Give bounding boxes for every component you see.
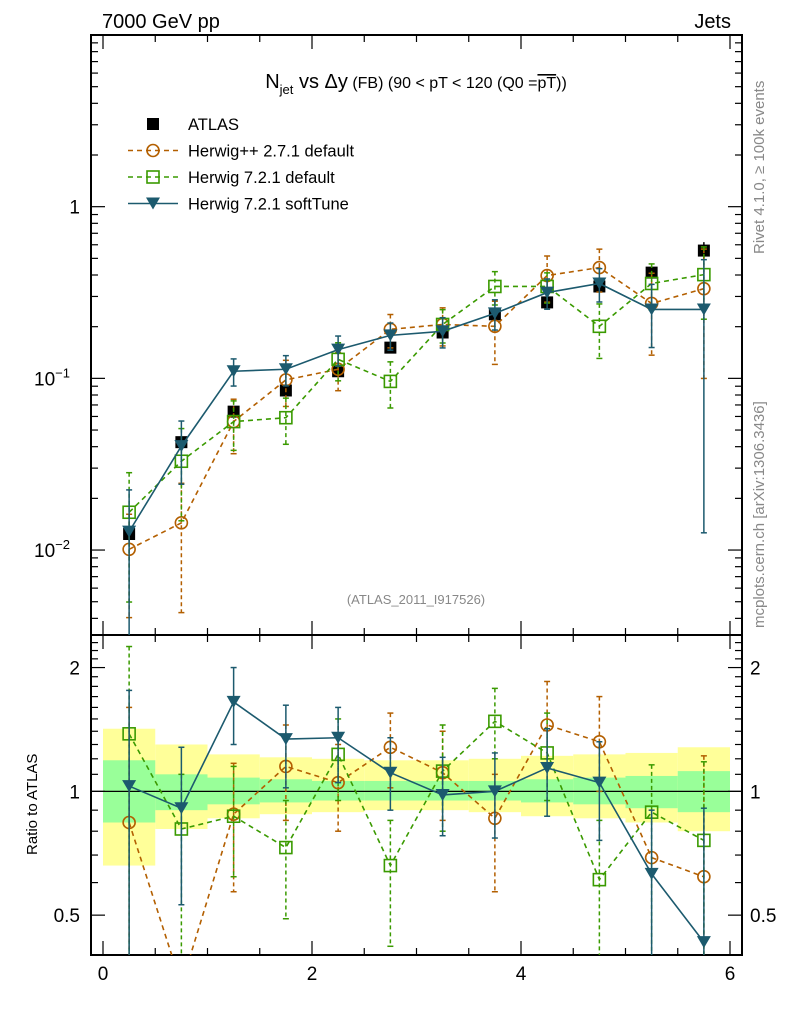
header-right-label: Jets — [694, 11, 731, 33]
data-point — [383, 374, 398, 389]
x-tick-label: 4 — [516, 964, 527, 985]
title-small: (FB) (90 < pT < 120 (Q0 = — [348, 75, 538, 92]
ratio-point — [383, 766, 398, 779]
ratio-point — [644, 867, 659, 880]
ratio-series-line — [128, 700, 705, 943]
legend-marker — [146, 143, 160, 158]
legend-marker — [146, 197, 160, 210]
data-point — [122, 525, 137, 538]
title-tail: )) — [556, 75, 567, 92]
title-rest: vs Δy — [293, 71, 347, 93]
legend-item: Herwig 7.2.1 default — [128, 169, 335, 187]
ratio-point — [226, 695, 241, 708]
y-tick-label: 1 — [69, 198, 80, 219]
x-tick-label: 6 — [725, 964, 736, 985]
ratio-point — [435, 788, 450, 801]
series-atlas — [123, 242, 710, 542]
legend-item: Herwig++ 2.7.1 default — [128, 143, 354, 161]
analysis-watermark: (ATLAS_2011_I917526) — [347, 592, 485, 607]
data-point — [226, 365, 241, 378]
data-point — [644, 303, 659, 316]
data-point — [174, 516, 189, 530]
ratio-point — [278, 733, 293, 746]
legend-item: ATLAS — [147, 116, 239, 134]
series-herwig-7-2-1-default — [122, 246, 711, 603]
data-point — [696, 303, 711, 316]
title-sub: jet — [279, 82, 294, 97]
title-n: N — [265, 71, 279, 93]
ratio-y-tick-label-right: 2 — [750, 659, 761, 680]
data-point — [488, 279, 502, 294]
legend-marker — [146, 170, 160, 184]
ratio-series-line — [128, 724, 705, 955]
series-herwig-2-7-1-default — [122, 248, 711, 619]
ratio-series-line — [128, 720, 705, 882]
ratio-series-herwig-2-7-1-default — [122, 680, 711, 955]
legend-marker — [147, 118, 159, 130]
ratio-point — [226, 809, 241, 824]
side-text-mcplots: mcplots.cern.ch [arXiv:1306.3436] — [751, 401, 768, 628]
data-point — [331, 343, 346, 356]
ratio-point — [592, 776, 607, 789]
ratio-point — [540, 761, 555, 774]
ratio-point — [174, 802, 189, 815]
data-point — [226, 414, 241, 429]
side-text-rivet: Rivet 4.1.0, ≥ 100k events — [751, 81, 768, 254]
header-left-label: 7000 GeV pp — [102, 11, 220, 33]
ratio-y-tick-label: 0.5 — [54, 906, 80, 927]
ratio-point — [279, 840, 293, 855]
ratio-point — [383, 858, 398, 873]
y-tick-label: 10−2 — [34, 537, 70, 562]
series-line — [128, 266, 705, 551]
data-point — [383, 329, 398, 342]
data-point — [592, 277, 607, 290]
ratio-y-tick-label: 1 — [69, 782, 80, 803]
ratio-series — [122, 645, 711, 955]
ratio-point — [331, 731, 346, 744]
ratio-y-tick-label-right: 0.5 — [750, 906, 776, 927]
title-overline: pT — [537, 75, 556, 92]
series-line — [128, 282, 704, 533]
plot-title: Njet vs Δy (FB) (90 < pT < 120 (Q0 =pT)) — [265, 71, 567, 97]
x-tick-label: 2 — [307, 964, 318, 985]
ratio-ylabel: Ratio to ATLAS — [24, 754, 41, 855]
ratio-axes: 2 2 1 1 0.5 0.5 0 2 4 6 — [54, 634, 776, 985]
main-series — [122, 242, 711, 635]
legend-label: Herwig 7.2.1 softTune — [188, 196, 349, 214]
legend-item: Herwig 7.2.1 softTune — [128, 196, 349, 214]
ratio-point — [488, 714, 502, 729]
y-tick-label: 10−1 — [34, 365, 70, 390]
data-point — [435, 325, 450, 338]
x-tick-label: 0 — [98, 964, 109, 985]
ratio-series-herwig-7-2-1-softtune — [122, 666, 711, 955]
data-point — [278, 363, 293, 376]
ratio-point — [696, 936, 711, 949]
legend-label: Herwig++ 2.7.1 default — [188, 143, 354, 161]
data-point — [592, 319, 607, 334]
legend: ATLAS Herwig++ 2.7.1 default Herwig 7.2.1 … — [128, 116, 354, 214]
ratio-point — [122, 780, 137, 793]
ratio-point — [487, 785, 502, 798]
data-point — [174, 440, 189, 453]
ratio-y-tick-label: 2 — [69, 659, 80, 680]
legend-label: ATLAS — [188, 116, 239, 134]
data-point — [540, 286, 555, 299]
main-axes: 1 10−1 10−2 — [34, 34, 743, 636]
ratio-point — [592, 872, 607, 887]
ratio-y-tick-label-right: 1 — [750, 782, 761, 803]
data-point — [279, 410, 293, 425]
series-line — [128, 273, 705, 513]
series-herwig-7-2-1-softtune — [122, 258, 711, 635]
data-point — [487, 307, 502, 320]
legend-label: Herwig 7.2.1 default — [188, 169, 335, 187]
